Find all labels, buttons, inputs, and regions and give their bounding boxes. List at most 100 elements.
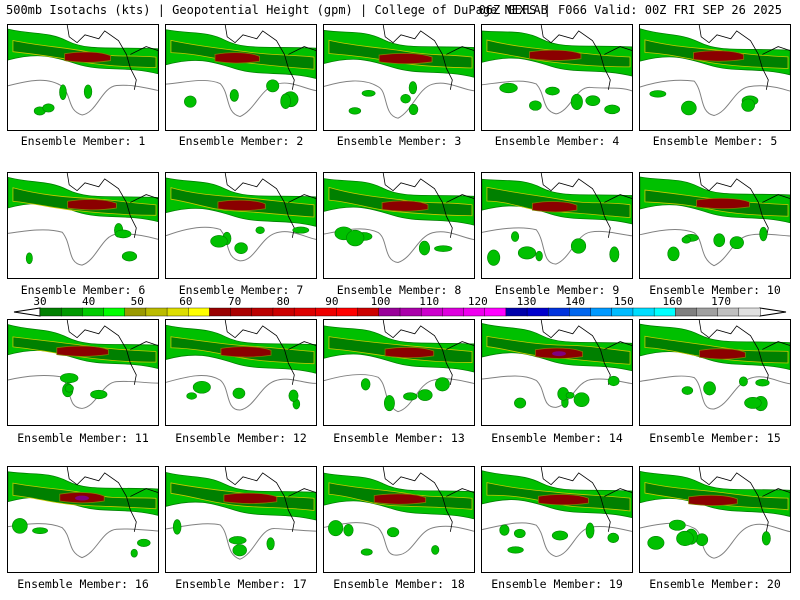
colorbar-swatch [653, 307, 676, 317]
wind-max-blob [545, 86, 560, 96]
colorbar-swatch [251, 307, 274, 317]
wind-max-blob [42, 103, 55, 113]
height-contour [8, 79, 158, 116]
wind-max-blob [348, 107, 362, 115]
ensemble-member-label: Ensemble Member: 14 [491, 431, 623, 445]
ensemble-map [8, 173, 158, 266]
wind-max-blob [570, 238, 587, 254]
wind-max-blob [741, 98, 755, 112]
colorbar-tick-label: 40 [82, 295, 95, 308]
colorbar-swatch [103, 307, 126, 317]
ensemble-map [640, 467, 790, 559]
colorbar-left-arrow [13, 307, 41, 317]
colorbar-tick-label: 120 [468, 295, 488, 308]
wind-max-blob [234, 242, 248, 254]
ensemble-member-label: Ensemble Member: 6 [20, 283, 146, 297]
colorbar-swatch [696, 307, 719, 317]
wind-max-blob [649, 90, 667, 98]
wind-max-blob [386, 527, 400, 538]
colorbar-right-arrow [759, 307, 787, 317]
wind-max-blob [676, 530, 694, 546]
colorbar-swatch [230, 307, 253, 317]
colorbar-swatch [548, 307, 570, 317]
wind-max-blob [232, 544, 247, 557]
coastline [66, 173, 158, 238]
ensemble-map [482, 173, 632, 266]
wind-max-blob [60, 373, 79, 384]
wind-max-blob [83, 84, 93, 99]
wind-max-blob [487, 249, 501, 266]
jet-core [378, 52, 433, 65]
coastline [224, 320, 316, 385]
colorbar-swatch [82, 307, 105, 317]
colorbar-swatch [39, 307, 62, 317]
wind-max-blob [114, 229, 132, 239]
wind-max-blob [184, 95, 197, 108]
ensemble-panel [7, 24, 159, 131]
ensemble-member-label: Ensemble Member: 15 [649, 431, 781, 445]
wind-max-blob [400, 93, 411, 104]
ensemble-map [166, 320, 316, 411]
wind-max-blob [25, 252, 33, 265]
colorbar-swatch [357, 307, 380, 317]
wind-max-blob [517, 246, 537, 260]
wind-max-blob [121, 251, 138, 262]
ensemble-member-label: Ensemble Member: 7 [178, 283, 304, 297]
wind-max-blob [713, 233, 726, 248]
wind-max-blob [681, 386, 694, 395]
colorbar-tick-label: 110 [419, 295, 439, 308]
colorbar-swatch [188, 307, 210, 317]
wind-max-blob [210, 235, 228, 248]
jet-core [696, 197, 750, 210]
wind-max-blob [292, 226, 310, 234]
wind-max-blob [499, 82, 518, 94]
wind-max-blob [604, 104, 621, 115]
wind-max-blob [403, 392, 418, 401]
wind-max-blob [668, 519, 686, 531]
height-contour [166, 523, 316, 560]
jet-core [220, 346, 272, 358]
wind-max-blob [328, 520, 344, 537]
ensemble-map [8, 320, 158, 409]
wind-max-blob [435, 377, 450, 392]
coastline [540, 173, 632, 238]
ensemble-panel [639, 172, 791, 279]
colorbar-swatch [336, 307, 359, 317]
wind-max-blob [59, 84, 67, 100]
jet-core [67, 199, 117, 211]
ensemble-member-label: Ensemble Member: 17 [175, 577, 307, 591]
ensemble-panel [323, 466, 475, 573]
wind-max-blob [229, 89, 239, 102]
jet-core [381, 200, 429, 212]
height-contour [166, 375, 316, 411]
colorbar-swatch [145, 307, 168, 317]
colorbar-swatch [60, 307, 83, 317]
wind-max-blob [417, 389, 433, 401]
colorbar-swatch [484, 307, 507, 317]
ensemble-member-label: Ensemble Member: 12 [175, 431, 307, 445]
ensemble-panel [165, 172, 317, 279]
colorbar-tick-label: 70 [228, 295, 241, 308]
ensemble-panel [165, 24, 317, 131]
wind-max-blob [343, 524, 354, 537]
height-contour [482, 227, 632, 265]
coastline [698, 467, 790, 532]
colorbar-swatch [166, 307, 189, 317]
ensemble-map [324, 467, 474, 556]
wind-max-blob [90, 389, 108, 400]
height-contour [640, 229, 790, 267]
colorbar-swatch [505, 307, 528, 317]
ensemble-panel [165, 466, 317, 573]
wind-max-blob [408, 81, 418, 95]
wind-max-blob [64, 384, 74, 393]
wind-max-blob [266, 79, 280, 93]
wind-max-blob [360, 378, 371, 391]
wind-max-blob [529, 100, 542, 111]
figure-title: 500mb Isotachs (kts) | Geopotential Heig… [6, 3, 548, 17]
ensemble-map [166, 173, 316, 262]
ensemble-map [482, 25, 632, 115]
ensemble-map [640, 173, 790, 267]
wind-max-blob [729, 236, 744, 250]
ensemble-panel [323, 319, 475, 426]
colorbar-tick-label: 150 [614, 295, 634, 308]
